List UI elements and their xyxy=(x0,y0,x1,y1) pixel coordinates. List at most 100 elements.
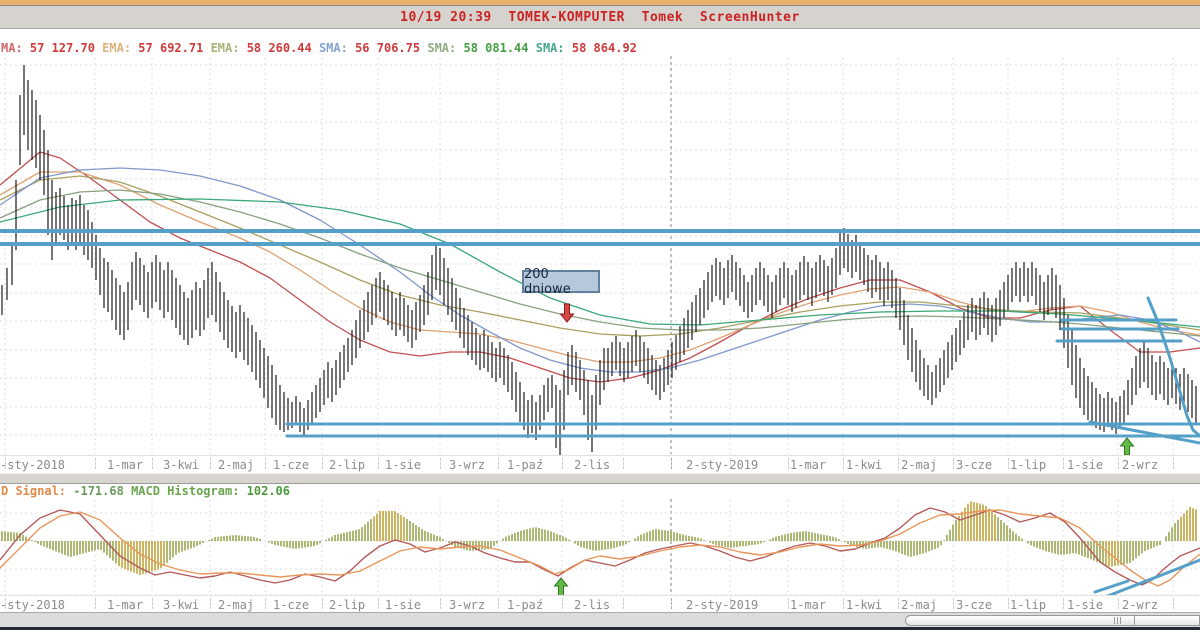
axis-label-date: 3-wrz xyxy=(449,598,486,612)
axis-tick xyxy=(265,458,266,469)
axis-label-date: 2-sty-2019 xyxy=(686,458,759,472)
axis-tick xyxy=(671,598,672,609)
axis-label-date: 1-sie xyxy=(385,458,422,472)
window-title: 10/19 20:39 TOMEK-KOMPUTER Tomek ScreenH… xyxy=(400,9,800,25)
axis-tick xyxy=(788,598,789,609)
window-bottom-edge xyxy=(0,627,1200,630)
axis-tick xyxy=(1173,458,1174,469)
axis-tick xyxy=(623,598,624,609)
indicator-label: MACD Histogram: xyxy=(131,484,240,498)
axis-label-date: 3-kwi xyxy=(163,458,200,472)
axis-label-date: 1-kwi xyxy=(846,458,883,472)
indicator-label: EMA: xyxy=(102,41,132,55)
axis-tick xyxy=(152,458,153,469)
macd-drawn-trendlines[interactable] xyxy=(1093,558,1200,598)
price-chart-canvas[interactable] xyxy=(0,30,1200,455)
axis-label-date: 1-mar xyxy=(790,598,827,612)
axis-label-date: 1-cze xyxy=(273,458,310,472)
axis-tick xyxy=(898,458,899,469)
axis-label-date: 1-kwi xyxy=(846,598,883,612)
indicator-value: 58 260.44 xyxy=(239,41,319,55)
axis-label-date: 1-sie xyxy=(385,598,422,612)
buy-signal-arrow-icon xyxy=(1119,437,1135,455)
axis-tick xyxy=(5,458,6,469)
axis-tick xyxy=(440,598,441,609)
axis-tick xyxy=(378,458,379,469)
window-top-strip xyxy=(0,0,1200,6)
price-date-axis: -sty-2018 1-mar 3-kwi 2-maj 1-cze 2-lip 1-sie 3… xyxy=(0,455,1200,474)
axis-tick xyxy=(623,458,624,469)
indicator-label: EMA: xyxy=(210,41,240,55)
axis-label-date: 1-paź xyxy=(507,458,544,472)
axis-tick xyxy=(1173,598,1174,609)
panel-splitter[interactable] xyxy=(0,473,1200,484)
moving-average-lines xyxy=(0,151,1200,383)
axis-tick xyxy=(1008,458,1009,469)
indicator-item: SMA: 56 706.75 xyxy=(319,41,427,55)
axis-label-date: 1-sie xyxy=(1067,598,1104,612)
axis-tick xyxy=(788,458,789,469)
indicator-label: SMA: xyxy=(318,41,348,55)
indicator-item: MA: 57 127.70 xyxy=(1,41,102,55)
axis-label-date: 2-wrz xyxy=(1122,598,1159,612)
macd-legend: D Signal: -171.68 MACD Histogram: 102.06 xyxy=(1,484,290,498)
axis-tick xyxy=(953,458,954,469)
indicator-value: 58 864.92 xyxy=(564,41,637,55)
axis-tick xyxy=(152,598,153,609)
macd-signal-arrows xyxy=(553,577,569,597)
axis-label-date: 2-wrz xyxy=(1122,458,1159,472)
axis-tick xyxy=(1063,598,1064,609)
scrollbar-grip-icon[interactable] xyxy=(1114,617,1121,624)
sell-signal-arrow-icon xyxy=(559,303,575,323)
indicator-value: 57 692.71 xyxy=(131,41,211,55)
indicator-label: SMA: xyxy=(427,41,457,55)
macd-buy-arrow-icon xyxy=(553,577,569,597)
horizontal-scrollbar[interactable] xyxy=(0,612,1200,628)
axis-label-date: -sty-2018 xyxy=(0,458,66,472)
indicator-legend: MA: 57 127.70 EMA: 57 692.71 EMA: 58 260… xyxy=(1,41,637,55)
candlestick-bars xyxy=(1,65,1197,455)
indicator-value: 102.06 xyxy=(239,484,291,498)
axis-tick xyxy=(730,598,731,609)
drawn-trendlines[interactable] xyxy=(0,229,1200,445)
axis-tick xyxy=(378,598,379,609)
axis-tick xyxy=(95,598,96,609)
axis-tick xyxy=(1008,598,1009,609)
axis-label-date: 1-mar xyxy=(790,458,827,472)
axis-label-date: 1-mar xyxy=(107,598,144,612)
axis-tick xyxy=(322,458,323,469)
axis-tick xyxy=(210,598,211,609)
macd-histogram xyxy=(1,501,1197,575)
indicator-value: 58 081.44 xyxy=(456,41,536,55)
axis-label-date: 3-wrz xyxy=(449,458,486,472)
axis-label-date: 2-lip xyxy=(329,598,366,612)
macd-date-axis: -sty-2018 1-mar 3-kwi 2-maj 1-cze 2-lip 1-sie 3… xyxy=(0,595,1200,613)
indicator-item: EMA: 58 260.44 xyxy=(211,41,319,55)
macd-signal-lines xyxy=(0,507,1200,587)
indicator-value: 57 127.70 xyxy=(22,41,103,55)
axis-tick xyxy=(322,598,323,609)
axis-tick xyxy=(210,458,211,469)
axis-tick xyxy=(898,598,899,609)
indicator-label: SMA: xyxy=(535,41,565,55)
axis-label-date: 1-sie xyxy=(1067,458,1104,472)
ma-tooltip-label: 200 dniowe xyxy=(524,266,571,297)
indicator-item: SMA: 58 864.92 xyxy=(536,41,637,55)
axis-tick xyxy=(1118,598,1119,609)
axis-tick xyxy=(843,458,844,469)
axis-label-date: 2-lis xyxy=(574,458,611,472)
macd-chart-canvas[interactable] xyxy=(0,498,1200,598)
axis-tick xyxy=(498,598,499,609)
axis-label-date: 3-cze xyxy=(956,458,993,472)
axis-label-date: 2-lip xyxy=(329,458,366,472)
axis-tick xyxy=(562,598,563,609)
axis-label-date: 1-mar xyxy=(107,458,144,472)
axis-tick xyxy=(440,458,441,469)
indicator-item: D Signal: -171.68 xyxy=(1,484,131,498)
axis-label-date: 1-paź xyxy=(507,598,544,612)
axis-tick xyxy=(5,598,6,609)
axis-tick xyxy=(730,458,731,469)
window-titlebar[interactable]: 10/19 20:39 TOMEK-KOMPUTER Tomek ScreenH… xyxy=(0,6,1200,29)
indicator-value: -171.68 xyxy=(66,484,132,498)
scrollbar-thumb[interactable] xyxy=(905,615,1200,626)
